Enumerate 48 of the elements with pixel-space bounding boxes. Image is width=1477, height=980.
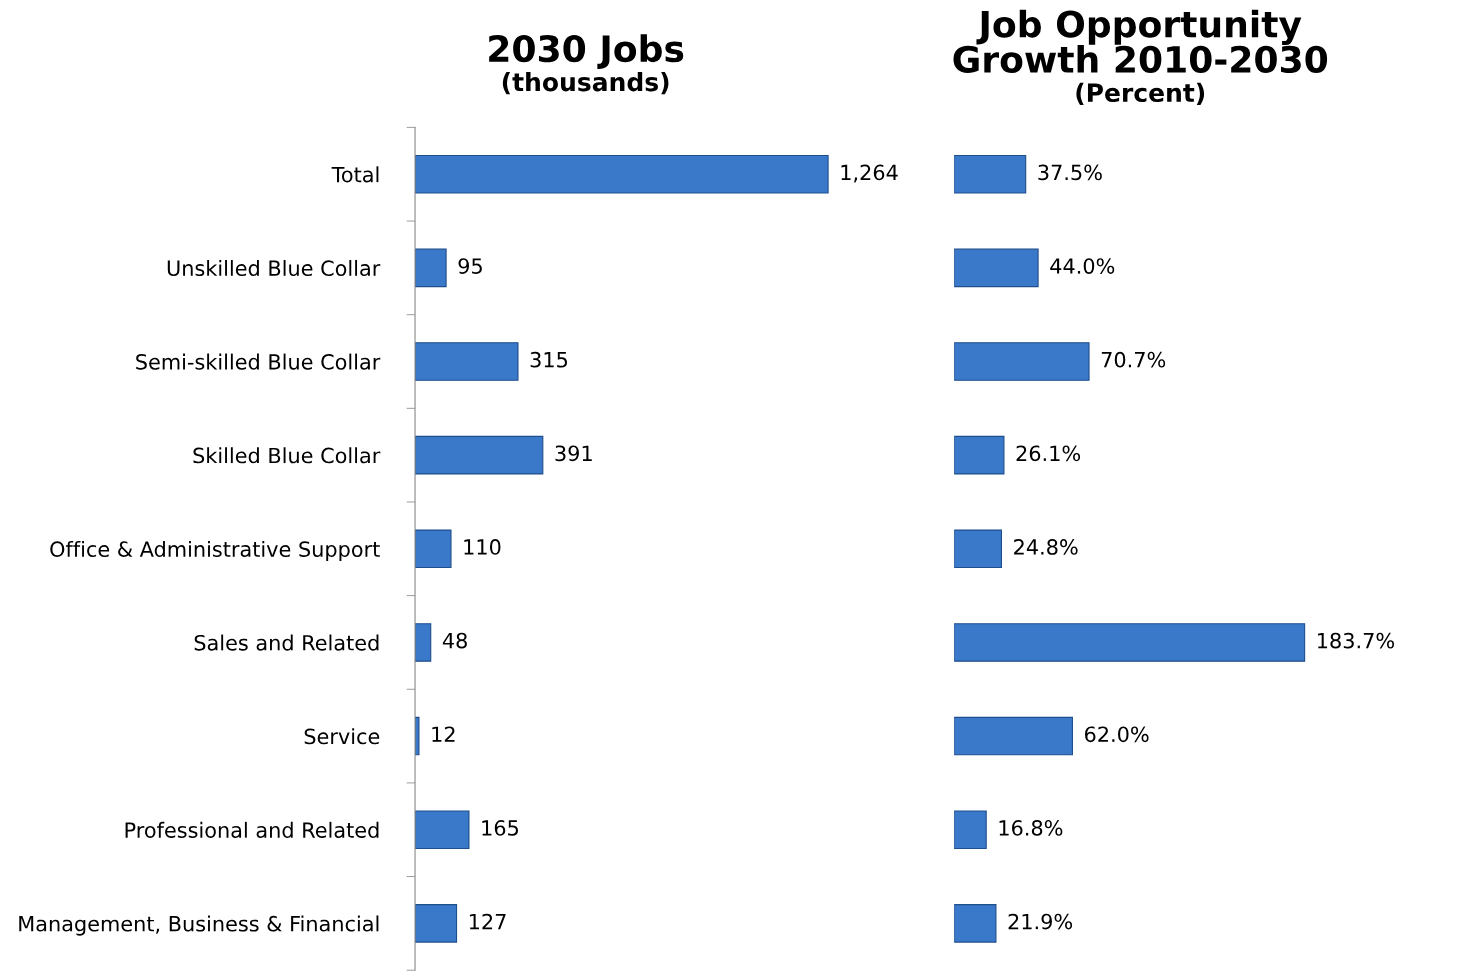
data-label: 110 bbox=[464, 539, 501, 555]
data-label: 391 bbox=[555, 445, 592, 462]
data-label: 12 bbox=[432, 726, 455, 742]
bar bbox=[415, 435, 544, 475]
y-tick-label: Unskilled Blue Collar bbox=[167, 259, 381, 277]
bar bbox=[954, 154, 1027, 194]
data-label: 62.0% bbox=[1085, 726, 1149, 743]
data-label: 48 bbox=[442, 632, 467, 649]
chart-subtitle: (thousands) bbox=[502, 72, 669, 95]
chart-title: Job Opportunity Growth 2010-2030 bbox=[953, 9, 1328, 73]
data-label: 24.8% bbox=[1014, 539, 1078, 555]
data-label: 95 bbox=[458, 258, 482, 274]
data-label: 127 bbox=[469, 913, 506, 930]
data-label: 26.1% bbox=[1016, 445, 1081, 462]
data-label: 165 bbox=[482, 820, 519, 836]
bar bbox=[415, 810, 470, 850]
bar bbox=[954, 435, 1005, 475]
data-label: 70.7% bbox=[1101, 351, 1166, 368]
bar bbox=[415, 248, 447, 288]
y-tick-label: Sales and Related bbox=[194, 634, 379, 651]
data-label: 183.7% bbox=[1318, 632, 1395, 649]
chart-subtitle: (Percent) bbox=[1076, 82, 1205, 106]
bar bbox=[415, 529, 452, 569]
y-tick-label: Management, Business & Financial bbox=[19, 915, 379, 936]
data-label: 37.5% bbox=[1038, 164, 1102, 181]
bar bbox=[954, 623, 1306, 662]
bar bbox=[954, 529, 1003, 569]
y-tick-label: Semi-skilled Blue Collar bbox=[136, 353, 381, 370]
bar bbox=[415, 904, 458, 943]
bar bbox=[954, 342, 1090, 381]
y-tick-label: Total bbox=[331, 166, 379, 183]
bar bbox=[954, 716, 1073, 756]
bar bbox=[415, 154, 829, 194]
bar bbox=[954, 810, 987, 850]
y-tick-label: Skilled Blue Collar bbox=[193, 447, 381, 464]
y-tick-label: Service bbox=[304, 728, 380, 745]
bar bbox=[954, 248, 1039, 288]
bar bbox=[415, 342, 519, 381]
y-tick-label: Professional and Related bbox=[125, 821, 379, 838]
data-label: 1,264 bbox=[841, 164, 898, 183]
data-label: 16.8% bbox=[999, 820, 1063, 836]
bar bbox=[954, 904, 997, 943]
data-label: 44.0% bbox=[1050, 258, 1115, 274]
data-label: 21.9% bbox=[1008, 913, 1073, 930]
y-tick-label: Office & Administrative Support bbox=[50, 540, 380, 562]
chart-title: 2030 Jobs bbox=[489, 34, 684, 69]
data-label: 315 bbox=[530, 351, 568, 368]
bar bbox=[415, 623, 432, 662]
